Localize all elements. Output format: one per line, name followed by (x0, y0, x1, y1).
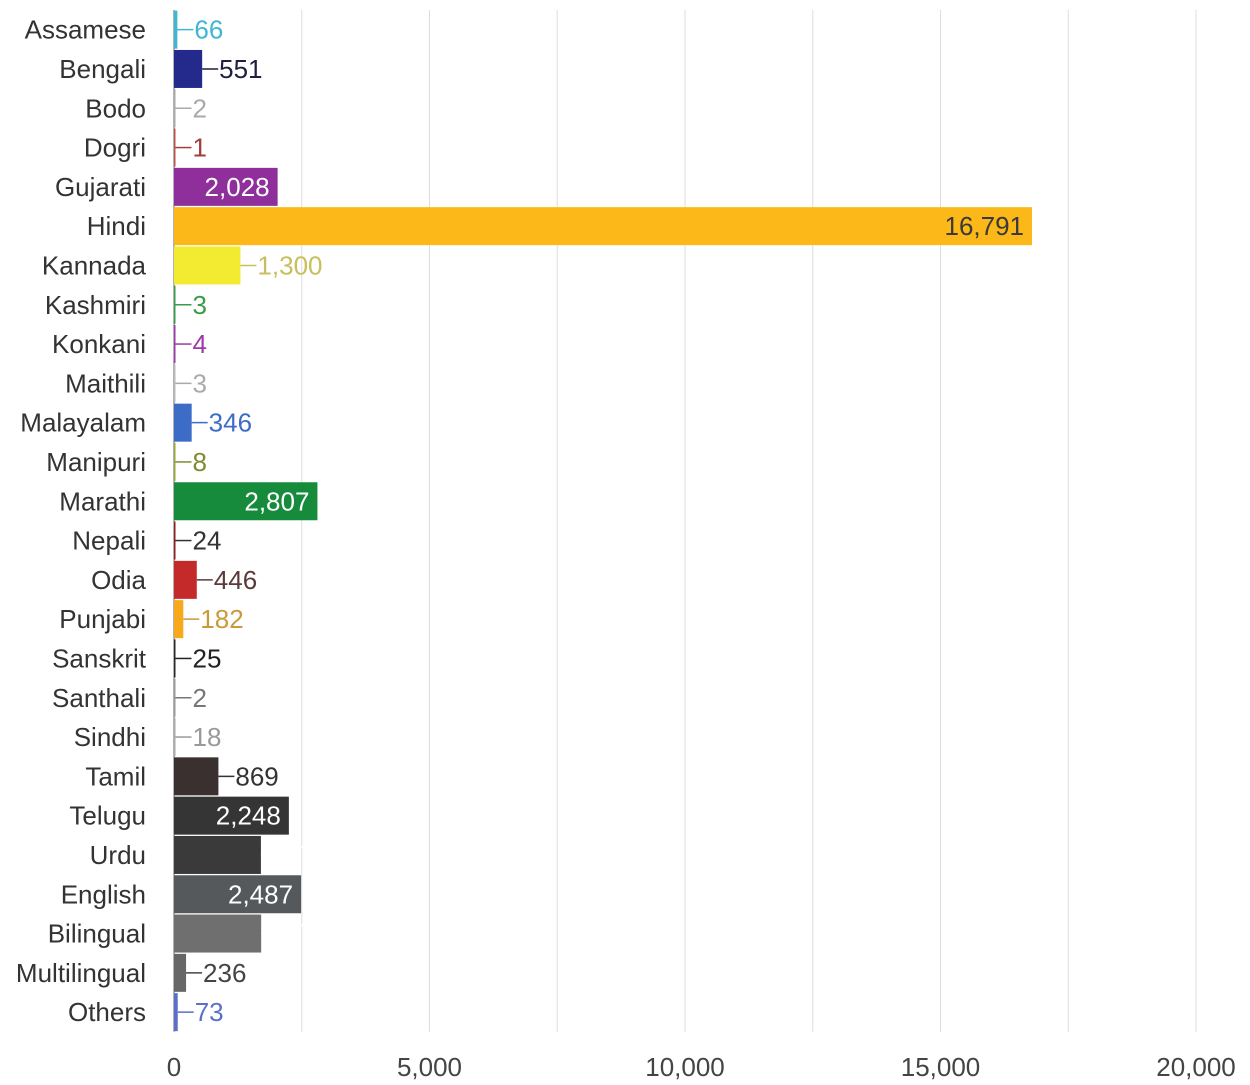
category-label: Dogri (84, 133, 146, 163)
bar-bilingual (174, 914, 262, 953)
category-label: Malayalam (20, 408, 146, 438)
value-label: 2 (193, 683, 207, 713)
category-label: Others (68, 997, 146, 1027)
category-label: Multilingual (16, 958, 146, 988)
value-label: 1,701 (278, 840, 343, 870)
value-label: 2 (193, 93, 207, 123)
value-label: 346 (209, 408, 252, 438)
bar-english (174, 875, 302, 914)
category-label: Santhali (52, 683, 146, 713)
category-label: Gujarati (55, 172, 146, 202)
bar-kannada (174, 246, 241, 285)
bar-urdu (174, 835, 261, 874)
bar-bodo (174, 89, 176, 128)
value-labels: 66551212,02816,7911,30034334682,80724446… (175, 15, 1024, 1027)
bar-telugu (174, 796, 289, 835)
x-tick-label: 10,000 (645, 1052, 725, 1080)
x-tick-labels: 0 5,000 10,000 15,000 20,000 (167, 1052, 1236, 1082)
category-label: Bengali (59, 54, 146, 84)
value-label: 2,807 (244, 486, 309, 516)
bar-konkani (174, 325, 176, 364)
bar-odia (174, 560, 197, 599)
category-label: Manipuri (46, 447, 146, 477)
category-label: Nepali (72, 526, 146, 556)
value-label: 1,706 (278, 919, 343, 949)
bar-nepali (174, 521, 176, 560)
value-label: 4 (193, 329, 207, 359)
bar-bengali (174, 49, 203, 88)
category-label: Bodo (85, 93, 146, 123)
x-tick-label: 15,000 (901, 1052, 981, 1080)
value-label: 2,248 (216, 801, 281, 831)
bar-sindhi (174, 718, 176, 757)
x-tick-label: 20,000 (1156, 1052, 1236, 1080)
value-label: 66 (194, 15, 223, 45)
value-label: 236 (203, 958, 246, 988)
bar-sanskrit (174, 639, 176, 678)
value-label: 3 (193, 368, 207, 398)
category-label: Odia (91, 565, 146, 595)
value-label: 551 (219, 54, 262, 84)
category-label: Tamil (85, 761, 146, 791)
value-label: 446 (214, 565, 257, 595)
category-label: Bilingual (48, 919, 146, 949)
category-label: Sindhi (74, 722, 146, 752)
value-label: 8 (193, 447, 207, 477)
value-label: 73 (195, 997, 224, 1027)
bar-punjabi (174, 600, 184, 639)
x-tick-label: 5,000 (397, 1052, 462, 1080)
bar-others (174, 993, 178, 1032)
category-label: Kashmiri (45, 290, 146, 320)
value-label: 16,791 (944, 211, 1024, 241)
value-label: 3 (193, 290, 207, 320)
bar-gujarati (174, 167, 278, 206)
grid-layer (173, 10, 1197, 1032)
category-label: Marathi (59, 486, 146, 516)
x-tick-label: 0 (167, 1052, 181, 1080)
value-label: 1 (193, 133, 207, 163)
bar-santhali (174, 678, 176, 717)
value-label: 2,487 (228, 879, 293, 909)
category-label: Maithili (65, 368, 146, 398)
bar-dogri (174, 128, 176, 167)
category-label: Hindi (87, 211, 146, 241)
category-label: Telugu (69, 801, 146, 831)
bar-tamil (174, 757, 219, 796)
category-label: Konkani (52, 329, 146, 359)
category-label: Sanskrit (52, 643, 147, 673)
bar-marathi (174, 482, 318, 521)
category-labels: Assamese Bengali Bodo Dogri Gujarati Hindi Kan… (16, 15, 147, 1028)
value-label: 25 (193, 643, 222, 673)
value-label: 869 (235, 761, 278, 791)
bar-manipuri (174, 442, 176, 481)
bar-multilingual (174, 953, 187, 992)
bar-assamese (174, 10, 178, 49)
category-label: Assamese (25, 15, 146, 45)
value-label: 182 (200, 604, 243, 634)
bar-hindi (174, 207, 1033, 246)
bar-layer (174, 10, 1033, 1032)
category-label: Kannada (42, 250, 147, 280)
bar-malayalam (174, 403, 192, 442)
bar-maithili (174, 364, 176, 403)
value-label: 18 (193, 722, 222, 752)
value-label: 2,028 (205, 172, 270, 202)
category-label: English (61, 879, 146, 909)
value-label: 24 (193, 526, 222, 556)
bar-kashmiri (174, 285, 176, 324)
category-label: Punjabi (59, 604, 146, 634)
value-label: 1,300 (257, 250, 322, 280)
category-label: Urdu (90, 840, 146, 870)
